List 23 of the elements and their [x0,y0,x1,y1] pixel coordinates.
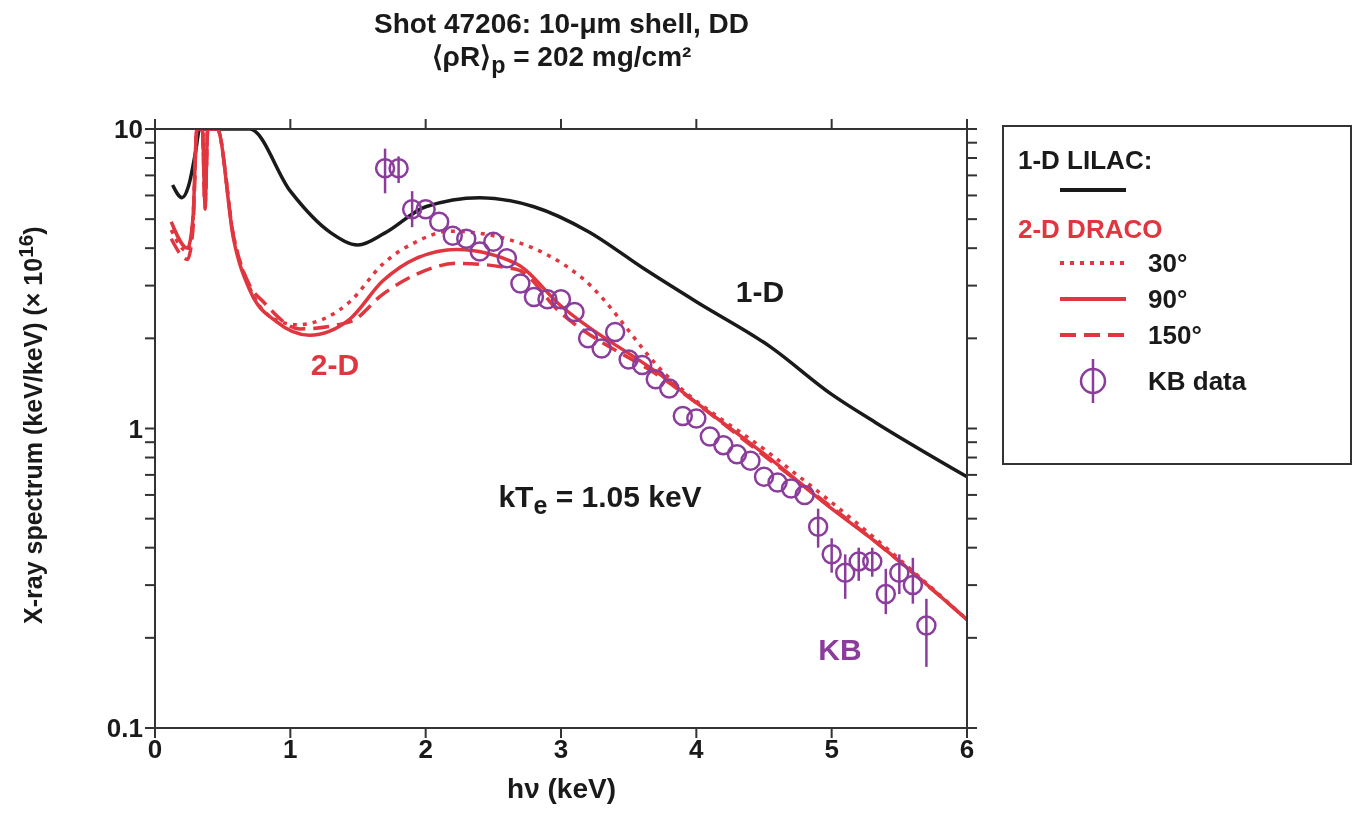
chart-subtitle: ⟨ρR⟩$_{p}$ = 202 mg/cm² [430,40,693,79]
x-axis-title: hν (keV) [506,773,617,805]
y-tick-label: 10 [114,114,143,145]
x-tick-label: 4 [689,734,705,765]
annotation: 2-D [309,347,361,383]
y-tick-label: 0.1 [106,713,143,744]
legend-label: 90° [1148,283,1188,315]
annotation: KB [817,632,863,668]
chart-title: Shot 47206: 10-μm shell, DD [372,8,750,40]
x-tick-label: 5 [824,734,839,765]
legend-title: 2-D DRACO [1018,214,1164,245]
x-tick-label: 2 [418,734,433,765]
y-tick-label: 1 [128,413,143,444]
text: 1-D LILAC: [1018,145,1154,176]
legend-label: 30° [1148,247,1188,279]
legend-label: 150° [1148,319,1202,351]
x-tick-label: 1 [283,734,298,765]
x-tick-label: 0 [147,734,163,765]
x-tick-label: 6 [959,734,975,765]
annotation: 1-D [734,274,786,310]
legend-label: KB data [1148,365,1247,397]
annotation: kT$_{e}$ = 1.05 keV [497,479,703,521]
x-tick-label: 3 [553,734,569,765]
